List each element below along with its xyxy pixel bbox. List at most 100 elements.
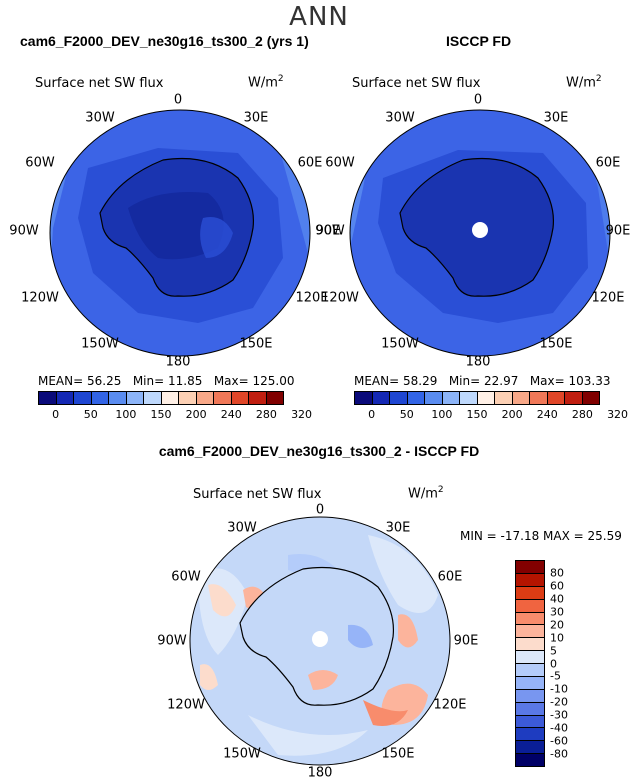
panel-2-stats: MEAN= 58.29 Min= 22.97 Max= 103.33 [354, 374, 611, 388]
panel-1-map [49, 109, 311, 357]
panel-2-lon-60e: 60E [595, 155, 621, 171]
colorbar-tick-label: 150 [150, 408, 172, 421]
panel-2-lon-150w: 150W [381, 336, 419, 352]
panel-3-lon-30e: 30E [385, 520, 411, 536]
panel-3-lon-90e: 90E [453, 633, 479, 649]
panel-3-pole-hole [312, 631, 328, 647]
colorbar-swatch [512, 392, 530, 404]
colorbar-swatch [74, 392, 92, 404]
panel-1-lon-120e: 120E [295, 290, 329, 306]
colorbar-tick-label: 280 [571, 408, 593, 421]
colorbar-swatch [582, 392, 599, 404]
panel-1-title: cam6_F2000_DEV_ne30g16_ts300_2 (yrs 1) [20, 33, 309, 49]
colorbar-swatch [516, 625, 544, 639]
panel-1-colorbar [38, 391, 284, 405]
colorbar-swatch [516, 573, 544, 587]
panel-1-lon-30w: 30W [85, 110, 115, 126]
panel-1-lon-180: 180 [165, 354, 191, 370]
colorbar-tick-label: 100 [115, 408, 137, 421]
colorbar-tick-label: 10 [550, 631, 564, 645]
panel-1-lon-90e: 90E [315, 223, 341, 239]
colorbar-swatch [214, 392, 232, 404]
panel-1-lon-60w: 60W [25, 155, 55, 171]
panel-2-units: W/m2 [566, 74, 602, 91]
colorbar-tick-label: 320 [607, 408, 629, 421]
panel-3-lon-90w: 90W [157, 633, 187, 649]
panel-1-lon-0: 0 [173, 92, 183, 108]
panel-1-lon-30e: 30E [243, 110, 269, 126]
colorbar-tick-label: -5 [550, 669, 561, 683]
colorbar-tick-label: 280 [255, 408, 277, 421]
panel-2-lon-90w: 90W [315, 223, 345, 239]
colorbar-swatch [530, 392, 548, 404]
panel-3-lon-60w: 60W [171, 569, 201, 585]
colorbar-tick-label: 0 [52, 408, 60, 421]
panel-2-variable-label: Surface net SW flux [352, 76, 481, 91]
panel-3-title: cam6_F2000_DEV_ne30g16_ts300_2 - ISCCP F… [158, 443, 480, 459]
panel-2-max: 103.33 [568, 374, 611, 388]
panel-2-lon-120w: 120W [321, 290, 359, 306]
colorbar-tick-label: 0 [550, 657, 557, 670]
panel-3-lon-150e: 150E [381, 746, 415, 762]
colorbar-tick-label: -80 [550, 747, 568, 761]
panel-2-colorbar [354, 391, 600, 405]
colorbar-swatch [442, 392, 460, 404]
colorbar-tick-label: -40 [550, 721, 568, 735]
colorbar-swatch [266, 392, 283, 404]
colorbar-swatch [407, 392, 425, 404]
colorbar-swatch [516, 676, 544, 690]
panel-2-title: ISCCP FD [446, 33, 512, 49]
colorbar-tick-label: -60 [550, 734, 568, 748]
colorbar-tick-label: 5 [550, 644, 557, 658]
panel-2-map [349, 109, 611, 357]
colorbar-tick-label: 50 [399, 408, 414, 421]
colorbar-tick-label: 240 [220, 408, 242, 421]
colorbar-tick-label: 60 [550, 579, 564, 593]
colorbar-swatch [547, 392, 565, 404]
panel-1-stats: MEAN= 56.25 Min= 11.85 Max= 125.00 [38, 374, 295, 388]
panel-1-units: W/m2 [248, 74, 284, 91]
panel-3-units: W/m2 [408, 485, 444, 502]
colorbar-swatch [516, 702, 544, 716]
panel-3-colorbar [515, 560, 545, 767]
colorbar-swatch [161, 392, 179, 404]
panel-1-lon-60e: 60E [297, 155, 323, 171]
panel-1-lon-90w: 90W [9, 223, 39, 239]
colorbar-tick-label: 40 [550, 592, 564, 606]
colorbar-swatch [516, 561, 544, 574]
panel-3-min-max: MIN = -17.18 MAX = 25.59 [460, 529, 622, 543]
panel-2-min: 22.97 [484, 374, 519, 388]
panel-3-map [189, 516, 451, 766]
panel-3-lon-180: 180 [307, 765, 333, 781]
panel-3-lon-0: 0 [315, 502, 325, 518]
panel-1-lon-150w: 150W [81, 336, 119, 352]
panel-2-lon-120e: 120E [591, 290, 625, 306]
colorbar-tick-label: 100 [431, 408, 453, 421]
panel-1-min: 11.85 [168, 374, 203, 388]
panel-3-lon-120w: 120W [167, 697, 205, 713]
colorbar-swatch [196, 392, 214, 404]
colorbar-swatch [91, 392, 109, 404]
panel-3-lon-60e: 60E [437, 569, 463, 585]
panel-3-lon-150w: 150W [223, 746, 261, 762]
colorbar-swatch [39, 392, 57, 404]
panel-1-lon-120w: 120W [21, 290, 59, 306]
colorbar-swatch [126, 392, 144, 404]
colorbar-tick-label: -20 [550, 695, 568, 709]
panel-3-colorbar-ticks: 80 60 40 30 20 10 5 0 -5 -10 -20 -30 -40 -60 -80 [550, 560, 610, 765]
colorbar-swatch [516, 664, 544, 677]
panel-3-lon-30w: 30W [227, 520, 257, 536]
panel-2-lon-0: 0 [473, 92, 483, 108]
panel-1-variable-label: Surface net SW flux [35, 76, 164, 91]
colorbar-swatch [495, 392, 513, 404]
colorbar-swatch [231, 392, 249, 404]
colorbar-tick-label: 240 [536, 408, 558, 421]
colorbar-swatch [144, 392, 162, 404]
main-title: ANN [289, 2, 349, 32]
panel-2-lon-60w: 60W [325, 155, 355, 171]
panel-1-colorbar-ticks: 0 50 100 150 200 240 280 320 [38, 408, 312, 422]
colorbar-swatch [460, 392, 478, 404]
panel-1-lon-150e: 150E [239, 336, 273, 352]
colorbar-tick-label: -30 [550, 708, 568, 722]
colorbar-tick-label: 200 [501, 408, 523, 421]
